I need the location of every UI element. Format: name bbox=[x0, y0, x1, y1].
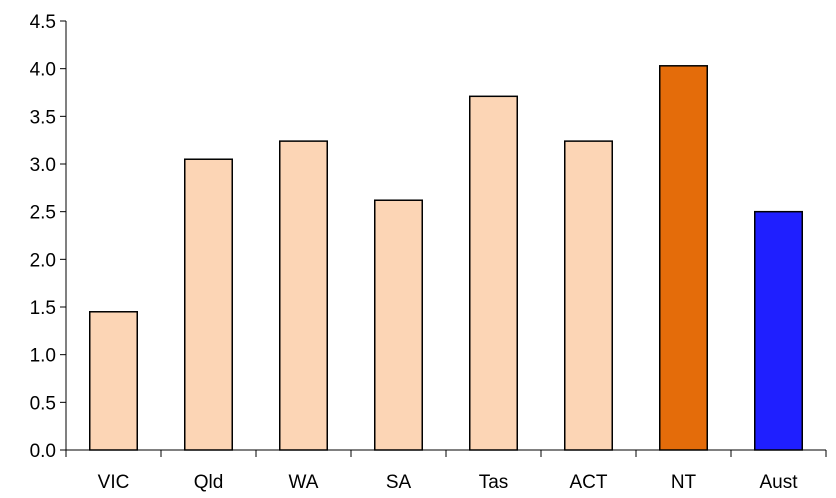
bar-sa bbox=[374, 199, 423, 451]
bar-tas bbox=[469, 95, 518, 451]
y-tick-label: 2.0 bbox=[30, 250, 56, 271]
bar-vic bbox=[89, 311, 138, 451]
y-tick-label: 1.5 bbox=[30, 298, 56, 319]
category-labels: VIC Qld WA SA Tas ACT NT Aust bbox=[98, 472, 799, 493]
x-axis bbox=[65, 449, 827, 457]
y-tick-label: 4.0 bbox=[30, 60, 56, 81]
bar-act bbox=[564, 140, 613, 451]
x-tick-label: Qld bbox=[194, 472, 224, 493]
x-tick-label: SA bbox=[386, 472, 412, 493]
bar-qld bbox=[184, 158, 233, 451]
y-axis: 0.0 0.5 1.0 1.5 2.0 2.5 3.0 3.5 4.0 4.5 bbox=[30, 12, 67, 462]
x-tick-label: VIC bbox=[98, 472, 130, 493]
y-tick-label: 2.5 bbox=[30, 203, 56, 224]
bars bbox=[89, 65, 803, 451]
y-tick-label: 4.5 bbox=[30, 12, 56, 33]
x-tick-label: Tas bbox=[479, 472, 509, 493]
y-tick-label: 0.5 bbox=[30, 393, 56, 414]
x-tick-label: Aust bbox=[759, 472, 798, 493]
y-tick-label: 1.0 bbox=[30, 346, 56, 367]
x-tick-label: ACT bbox=[570, 472, 608, 493]
x-tick-label: NT bbox=[671, 472, 697, 493]
bar-nt bbox=[659, 65, 708, 451]
bar-wa bbox=[279, 140, 328, 451]
y-tick-label: 0.0 bbox=[30, 441, 56, 462]
y-tick-label: 3.5 bbox=[30, 107, 56, 128]
x-tick-label: WA bbox=[289, 472, 319, 493]
y-tick-label: 3.0 bbox=[30, 155, 56, 176]
bar-aust bbox=[754, 210, 803, 451]
